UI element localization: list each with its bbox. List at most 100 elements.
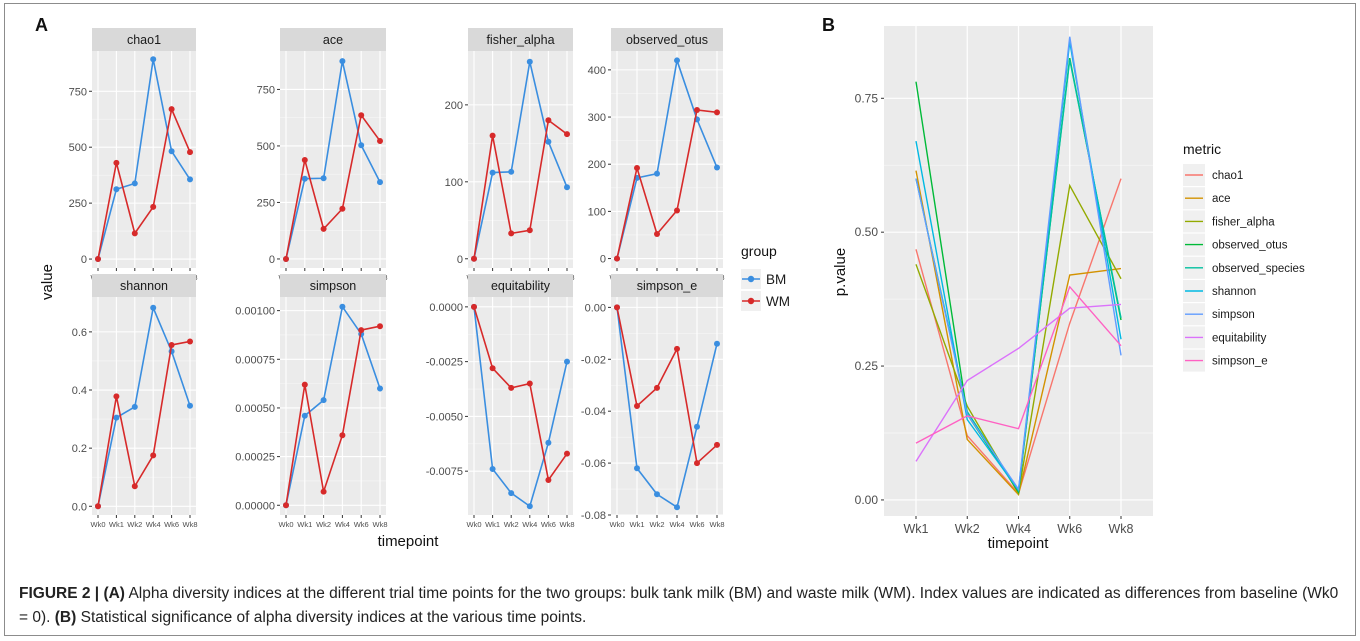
series-line-WM [97,340,191,507]
legend-label: WM [766,294,790,309]
facet-shannon: shannon 0.0 0.2 0.4 0.6 Wk0 Wk1 Wk2 Wk4 Wk6 Wk8 [72,274,198,529]
series-line-BM [616,60,718,259]
x-tick-label: Wk0 [467,520,482,529]
facet-strip [280,28,386,51]
data-point-BM [339,303,346,310]
data-point-BM [320,175,327,182]
data-point-BM [131,180,138,187]
data-point-WM [526,380,533,387]
legend-label: chao1 [1212,170,1243,182]
data-point-WM [320,225,327,232]
data-point-WM [564,131,570,138]
data-point-BM [508,490,515,497]
x-tick-label: Wk0 [279,520,294,529]
data-point-BM [634,465,640,472]
data-point-BM [526,58,533,65]
axis-label-x: timepoint [988,535,1050,552]
facet-title: fisher_alpha [486,33,554,47]
data-point-WM [634,403,640,409]
data-point-BM [131,403,138,410]
data-point-WM [471,303,477,310]
series-line-simpson_e [915,285,1122,444]
data-point-WM [489,365,496,372]
facet-title: ace [323,33,343,47]
data-point-BM [187,402,193,409]
series-line-BM [285,304,381,506]
x-tick-label: Wk1 [297,520,312,529]
legend-key-point [747,275,755,283]
facet-fisher_alpha: fisher_alpha0100200Wk0Wk1Wk2Wk4Wk6Wk8 [445,28,575,282]
caption-part-b-label: (B) [54,609,77,626]
y-tick-label: 300 [588,112,606,124]
caption-part-b-text: Statistical significance of alpha divers… [80,609,587,626]
data-point-WM [508,230,515,237]
data-point-BM [489,465,496,472]
facet-title: simpson [310,279,357,293]
y-tick-label: 200 [588,159,606,171]
x-tick-label: Wk6 [1057,522,1082,536]
facet-ace: ace0250500750Wk0Wk1Wk2Wk4Wk6Wk8 [257,28,388,282]
x-tick-label: Wk8 [560,520,575,529]
y-tick-label: 250 [257,197,275,209]
data-point-WM [187,338,193,345]
data-point-BM [564,184,570,191]
data-point-WM [634,164,640,171]
y-tick-label: 750 [69,86,87,98]
facet-title: chao1 [127,33,161,47]
figure-canvas: A B chao10250500750Wk0Wk1Wk2Wk4Wk6Wk8ace… [35,15,1305,552]
y-tick-label: 500 [257,141,275,153]
data-point-WM [358,327,365,334]
y-tick-label: 400 [588,65,606,77]
x-tick-label: Wk1 [485,520,500,529]
y-tick-label: -0.0025 [426,357,463,369]
data-point-WM [714,441,720,448]
panel-a-faceted-line-chart: chao10250500750Wk0Wk1Wk2Wk4Wk6Wk8ace0250… [39,28,790,550]
y-tick-label: 0.6 [72,327,87,339]
series-line-WM [616,307,718,465]
y-tick-label: -0.02 [581,354,606,366]
x-tick-label: Wk1 [904,522,929,536]
y-tick-label: 0.75 [855,91,879,105]
data-point-BM [545,138,552,145]
y-tick-label: 0.00025 [235,452,275,464]
facet-equitability: equitability 0.0000 -0.0025 -0.0050 -0.0075 W… [426,274,575,529]
facet-simpson: simpson 0.00000 0.00025 0.00050 0.00075 0.001… [235,274,388,529]
x-tick-label: Wk0 [91,520,106,529]
legend-group: group BM WM [741,243,790,311]
facet-panel-bg [92,297,196,515]
data-point-BM [714,164,720,171]
series-line-WM [616,109,718,259]
x-tick-label: Wk8 [1109,522,1134,536]
y-tick-label: 0.00100 [235,306,275,318]
y-tick-label: -0.08 [581,510,606,522]
facet-panel-bg [280,297,386,515]
data-point-WM [168,341,175,348]
y-tick-label: 0.4 [72,385,87,397]
y-tick-label: 500 [69,142,87,154]
y-tick-label: -0.0075 [426,466,463,478]
data-point-BM [113,186,120,193]
y-tick-label: 0.00075 [235,354,275,366]
series-line-BM [473,306,568,508]
data-point-WM [113,159,120,166]
data-point-BM [489,169,496,176]
x-tick-label: Wk8 [710,520,725,529]
x-tick-label: Wk0 [610,520,625,529]
panel-b-pvalue-line-chart: 0.00 0.25 0.50 0.75 Wk1 Wk2 Wk4 Wk6 Wk8 p.value ti… [832,26,1305,552]
data-point-BM [564,358,570,365]
x-tick-label: Wk4 [522,520,537,529]
data-point-WM [339,432,346,439]
data-point-BM [301,412,308,419]
y-tick-label: -0.0050 [426,411,463,423]
data-point-WM [545,476,552,483]
legend-label: simpson [1212,309,1255,321]
data-point-WM [508,384,515,391]
facet-strip [280,274,386,297]
x-tick-label: Wk8 [183,520,198,529]
data-point-WM [95,503,101,510]
facet-panel-bg [92,51,196,268]
y-tick-label: 0 [457,254,463,266]
y-tick-label: 100 [588,206,606,218]
x-tick-label: Wk2 [650,520,665,529]
legend-label: simpson_e [1212,356,1268,368]
